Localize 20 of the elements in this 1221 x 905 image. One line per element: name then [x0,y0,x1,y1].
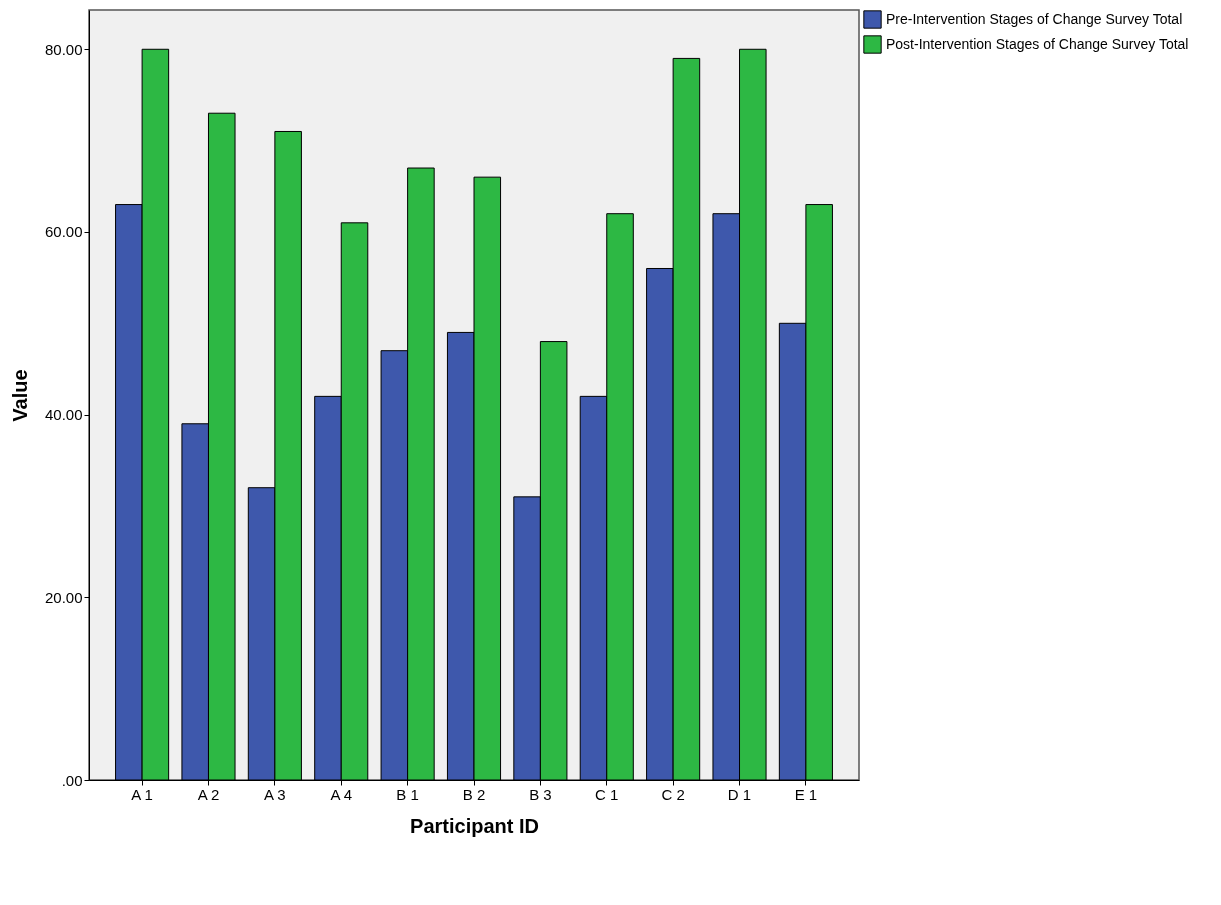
x-tick-label: A 4 [330,785,353,803]
y-tick-label: .00 [61,771,83,789]
x-tick-label: B 2 [462,785,486,803]
x-tick-label: B 3 [529,785,552,803]
y-tick-label: 20.00 [44,588,83,606]
x-tick-label: C 2 [661,785,685,803]
legend-label: Pre-Intervention Stages of Change Survey Total [886,10,1183,27]
x-tick-label: D 1 [727,785,752,803]
x-tick-label: E 1 [794,785,818,803]
x-tick-label: C 1 [595,785,619,803]
y-tick-label: 60.00 [44,223,83,241]
x-axis-title: Participant ID [410,814,539,837]
x-tick-label: A 2 [197,785,220,803]
y-tick-label: 40.00 [44,406,83,424]
x-tick-label: A 3 [264,785,286,803]
x-tick-label: B 1 [396,785,419,803]
x-tick-label: A 1 [131,785,153,803]
y-tick-label: 80.00 [44,40,83,58]
legend-label: Post-Intervention Stages of Change Survey Total [886,35,1189,52]
y-axis-title: Value [8,369,31,422]
